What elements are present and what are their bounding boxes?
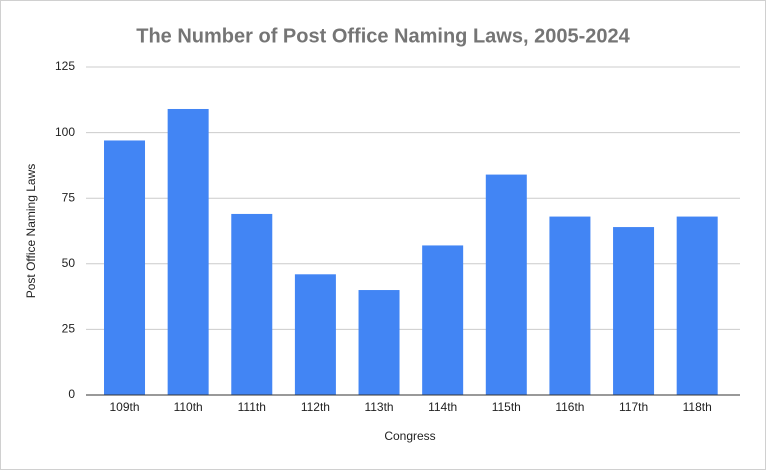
bar	[422, 245, 464, 395]
bar	[104, 140, 146, 395]
x-tick-label: 115th	[492, 400, 521, 414]
bar	[231, 213, 273, 395]
x-tick-label: 116th	[555, 400, 584, 414]
y-tick-label: 0	[68, 387, 75, 401]
bar	[358, 290, 400, 395]
y-tick-label: 75	[62, 190, 76, 204]
y-tick-label: 50	[62, 256, 76, 270]
x-tick-label: 113th	[364, 400, 393, 414]
x-axis-label: Congress	[384, 429, 435, 443]
y-tick-label: 125	[55, 59, 75, 73]
bar	[294, 274, 336, 395]
y-tick-label: 100	[55, 125, 75, 139]
x-tick-label: 118th	[683, 400, 712, 414]
bar	[485, 174, 527, 395]
x-tick-label: 111th	[238, 400, 266, 414]
y-axis-label: Post Office Naming Laws	[24, 164, 38, 299]
x-tick-label: 112th	[301, 400, 330, 414]
bar	[549, 216, 591, 395]
bar	[676, 216, 718, 395]
chart-title: The Number of Post Office Naming Laws, 2…	[136, 25, 630, 47]
x-tick-label: 110th	[174, 400, 203, 414]
y-tick-label: 25	[62, 322, 76, 336]
x-tick-label: 109th	[109, 400, 139, 414]
x-tick-label: 117th	[619, 400, 648, 414]
x-tick-label: 114th	[428, 400, 457, 414]
bar	[167, 108, 209, 395]
bar	[613, 227, 655, 395]
